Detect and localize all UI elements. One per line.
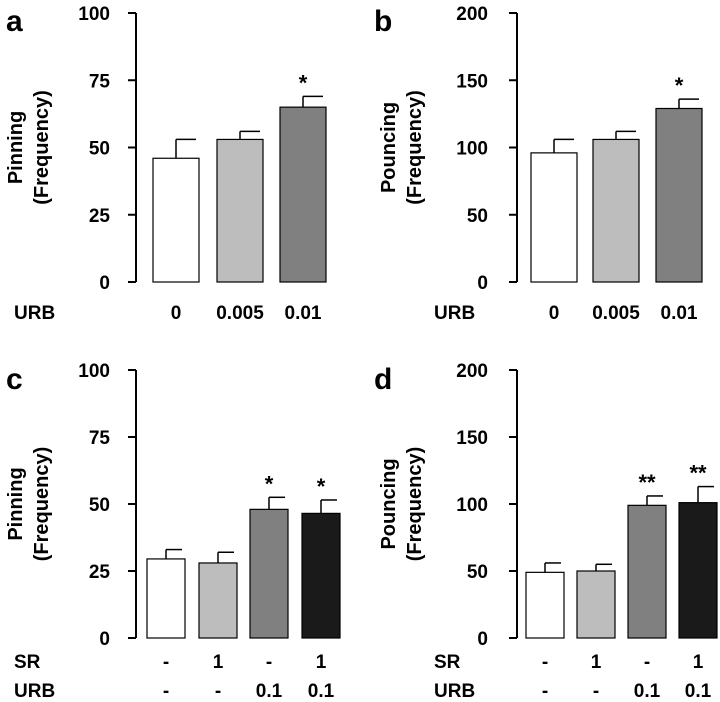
condition-value: -	[644, 652, 650, 673]
y-tick-label: 75	[89, 428, 111, 449]
significance-mark: *	[265, 471, 274, 496]
y-tick-label: 0	[99, 273, 110, 294]
panel-label: d	[374, 363, 392, 396]
y-axis-label: Pinning (Frequency)	[5, 90, 53, 204]
condition-row-label: SR	[14, 652, 41, 673]
y-tick-label: 100	[78, 4, 110, 25]
y-tick-label: 25	[89, 562, 111, 583]
bar	[655, 107, 703, 283]
condition-value: 1	[213, 652, 224, 673]
bar	[249, 508, 289, 639]
bar	[576, 570, 616, 639]
y-tick-label: 100	[456, 139, 488, 160]
significance-mark: *	[317, 474, 326, 499]
panel-c: c 0 25 50 75 100 Pinning (Frequency) * * SR - 1 - 1 URB…	[5, 361, 341, 702]
condition-row-label: URB	[434, 303, 475, 324]
panel-label: a	[6, 5, 23, 38]
condition-value: 0.01	[661, 303, 698, 324]
significance-mark: **	[638, 470, 656, 495]
y-tick-label: 50	[467, 562, 488, 583]
y-tick-label: 200	[456, 361, 488, 382]
condition-value: 0	[549, 303, 560, 324]
panel-label: b	[374, 5, 392, 38]
condition-value: -	[163, 681, 169, 702]
y-axis-label-line2: (Frequency)	[31, 447, 53, 561]
bar	[678, 502, 718, 639]
condition-value: 0.01	[285, 303, 322, 324]
condition-row-label: URB	[434, 681, 475, 702]
condition-value: -	[163, 652, 169, 673]
significance-mark: *	[299, 70, 308, 95]
bar	[198, 562, 238, 639]
y-tick-label: 75	[89, 71, 111, 92]
condition-value: 0.005	[216, 303, 264, 324]
y-tick-label: 100	[78, 361, 110, 382]
y-tick-label: 200	[456, 4, 488, 25]
condition-row-label: URB	[14, 681, 55, 702]
y-tick-label: 50	[89, 139, 110, 160]
condition-value: 0.1	[256, 681, 283, 702]
condition-value: 0	[171, 303, 182, 324]
bar	[301, 512, 341, 639]
y-tick-label: 0	[477, 273, 488, 294]
significance-mark: **	[689, 461, 707, 486]
condition-value: 0.1	[685, 681, 712, 702]
condition-value: -	[215, 681, 221, 702]
bar	[216, 138, 264, 283]
panel-label: c	[6, 363, 23, 396]
bar	[530, 152, 578, 283]
condition-value: 0.1	[308, 681, 335, 702]
bar	[525, 571, 565, 639]
y-axis-label: Pinning (Frequency)	[5, 447, 53, 561]
y-tick-label: 25	[89, 206, 111, 227]
y-axis-label-line2: (Frequency)	[31, 90, 53, 204]
panel-a: a 0 25 50 75 100 Pinning (Frequency) * URB 0 0.005 0…	[5, 4, 327, 324]
condition-value: -	[593, 681, 599, 702]
bar	[592, 138, 640, 283]
condition-value: 1	[316, 652, 327, 673]
condition-value: 1	[693, 652, 704, 673]
y-axis-label-line1: Pinning	[5, 467, 27, 540]
significance-mark: *	[675, 73, 684, 98]
panel-d: d 0 50 100 150 200 Pouncing (Frequency) ** ** SR - 1…	[374, 361, 718, 702]
bar	[279, 106, 327, 283]
condition-row-label: URB	[14, 303, 55, 324]
condition-value: 0.005	[592, 303, 640, 324]
y-tick-label: 50	[89, 495, 110, 516]
y-tick-label: 50	[467, 206, 488, 227]
y-tick-label: 0	[477, 629, 488, 650]
y-axis-label-line2: (Frequency)	[404, 90, 426, 204]
bar	[152, 157, 200, 283]
condition-value: -	[542, 681, 548, 702]
y-tick-label: 0	[99, 629, 110, 650]
condition-value: -	[266, 652, 272, 673]
y-axis-label: Pouncing (Frequency)	[378, 90, 426, 204]
y-axis-label-line1: Pinning	[5, 111, 27, 184]
y-axis-label-line1: Pouncing	[378, 458, 400, 549]
y-axis-label-line2: (Frequency)	[404, 447, 426, 561]
bar	[146, 558, 186, 639]
bar	[627, 504, 667, 639]
y-axis-label-line1: Pouncing	[378, 102, 400, 193]
y-tick-label: 150	[456, 428, 488, 449]
y-tick-label: 100	[456, 495, 488, 516]
y-tick-label: 150	[456, 71, 488, 92]
y-axis-label: Pouncing (Frequency)	[378, 447, 426, 561]
condition-value: -	[542, 652, 548, 673]
condition-value: 1	[591, 652, 602, 673]
condition-value: 0.1	[634, 681, 661, 702]
condition-row-label: SR	[434, 652, 461, 673]
